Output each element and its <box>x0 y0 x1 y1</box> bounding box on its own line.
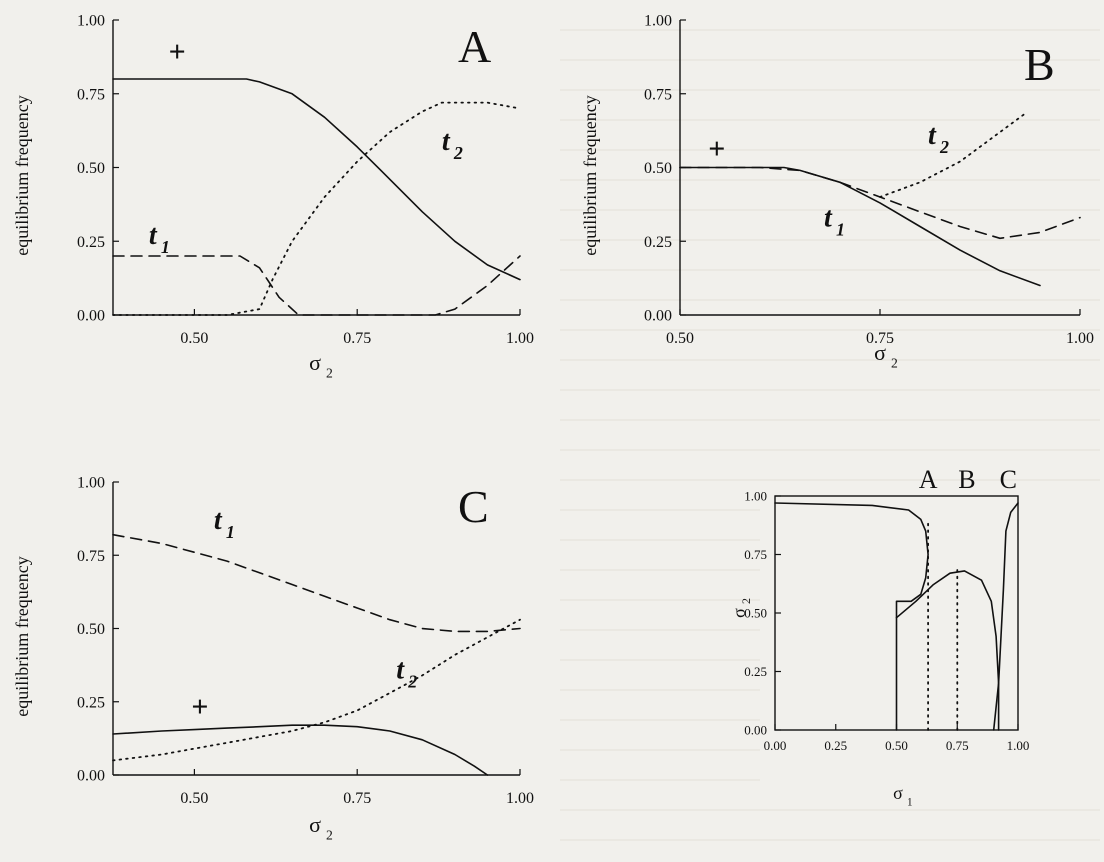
x-tick-label: 1.00 <box>1007 738 1030 753</box>
series-plus-line <box>112 78 521 281</box>
series-t1-line <box>679 166 1081 240</box>
x-tick-label: 0.50 <box>180 330 208 347</box>
boundary-line-0 <box>774 502 929 731</box>
y-tick-label: 0.50 <box>77 621 105 638</box>
y-axis-label: equilibrium frequency <box>580 95 600 255</box>
y-axis-label: σ <box>729 608 749 618</box>
boundary-line-2 <box>992 502 1019 731</box>
y-tick-label: 0.75 <box>77 86 105 103</box>
curve-label: + <box>191 690 208 723</box>
curve-label-subscript: 1 <box>226 522 235 542</box>
y-tick-label: 0.50 <box>744 606 767 621</box>
y-axis-label: equilibrium frequency <box>12 95 32 255</box>
x-tick-label: 0.75 <box>343 330 371 347</box>
boundary-line-1 <box>895 570 1000 731</box>
panel-label-a: A <box>458 21 491 72</box>
curve-label: t <box>396 654 405 685</box>
curve-label: t <box>149 220 158 251</box>
x-tick-label: 0.75 <box>866 330 894 347</box>
x-tick-label: 0.25 <box>824 738 847 753</box>
panel-label-b: B <box>1024 39 1055 90</box>
curve-label: + <box>708 133 725 166</box>
x-axis-label-subscript: 1 <box>907 796 913 808</box>
x-tick-label: 0.50 <box>180 790 208 807</box>
y-tick-label: 1.00 <box>77 475 105 492</box>
series-t2-line <box>112 101 521 316</box>
x-axis-label-subscript: 2 <box>891 356 898 371</box>
y-tick-label: 0.25 <box>77 234 105 251</box>
y-tick-label: 0.75 <box>77 548 105 565</box>
x-axis-label-subscript: 2 <box>326 366 333 381</box>
phase-region-label: C <box>1000 465 1017 494</box>
series-t1-line <box>112 533 521 633</box>
y-axis-label: equilibrium frequency <box>12 556 32 716</box>
y-tick-label: 0.25 <box>744 664 767 679</box>
x-tick-label: 0.50 <box>666 330 694 347</box>
x-tick-label: 0.50 <box>885 738 908 753</box>
y-tick-label: 1.00 <box>744 489 767 504</box>
curve-label: t <box>442 126 451 157</box>
x-axis-label-subscript: 2 <box>326 828 333 843</box>
curve-label-subscript: 1 <box>161 237 170 257</box>
curve-label-subscript: 2 <box>453 143 463 163</box>
x-tick-label: 1.00 <box>1066 330 1094 347</box>
y-tick-label: 0.00 <box>77 308 105 325</box>
y-tick-label: 0.00 <box>644 308 672 325</box>
chart-panel-a: 0.00 0.25 0.50 0.75 1.00 0.50 0.75 1.00 equilibr… <box>12 13 534 381</box>
y-tick-label: 0.50 <box>644 160 672 177</box>
y-tick-label: 0.00 <box>744 723 767 738</box>
y-tick-label: 0.25 <box>644 234 672 251</box>
x-axis-label: σ <box>874 340 886 365</box>
background-texture <box>560 29 1100 841</box>
chart-panel-c: 0.00 0.25 0.50 0.75 1.00 0.50 0.75 1.00 equilibr… <box>12 475 534 843</box>
y-tick-label: 0.75 <box>744 547 767 562</box>
phase-region-label: B <box>958 465 975 494</box>
x-axis-label: σ <box>309 350 321 375</box>
series-t2-line <box>112 618 521 762</box>
x-tick-label: 0.75 <box>343 790 371 807</box>
y-axis-label-subscript: 2 <box>739 598 753 604</box>
x-axis-label: σ <box>309 812 321 837</box>
chart-panel-b: 0.00 0.25 0.50 0.75 1.00 0.50 0.75 1.00 equilibr… <box>580 13 1094 371</box>
curve-label: t <box>928 120 937 151</box>
series-plus-line <box>112 724 489 776</box>
y-tick-label: 0.50 <box>77 160 105 177</box>
x-tick-label: 1.00 <box>506 790 534 807</box>
curve-label: t <box>214 505 223 536</box>
y-tick-label: 0.75 <box>644 86 672 103</box>
curve-label-subscript: 2 <box>407 671 417 691</box>
phase-region-label: A <box>919 465 938 494</box>
x-tick-label: 0.75 <box>946 738 969 753</box>
curve-label: + <box>168 35 185 68</box>
x-tick-label: 1.00 <box>506 330 534 347</box>
curve-label-subscript: 1 <box>836 220 845 240</box>
x-tick-label: 0.00 <box>764 738 787 753</box>
curve-label: t <box>824 203 833 234</box>
y-tick-label: 0.00 <box>77 768 105 785</box>
y-tick-label: 1.00 <box>644 13 672 30</box>
x-axis-label: σ <box>893 783 903 803</box>
panel-label-c: C <box>458 481 489 532</box>
chart-panel-phase: 0.00 0.25 0.50 0.75 1.00 0.00 0.25 0.50 0.75 1.00… <box>729 465 1029 808</box>
y-tick-label: 0.25 <box>77 694 105 711</box>
y-tick-label: 1.00 <box>77 13 105 30</box>
curve-label-subscript: 2 <box>939 137 949 157</box>
series-t1-line <box>112 255 521 316</box>
